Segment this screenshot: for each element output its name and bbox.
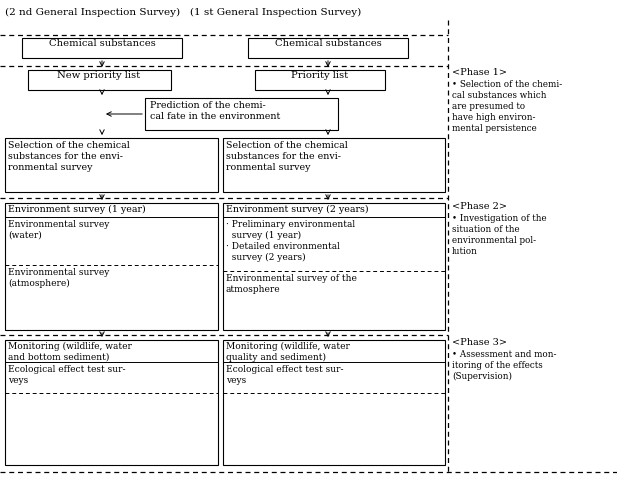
Text: · Detailed environmental: · Detailed environmental xyxy=(226,242,340,251)
Text: lution: lution xyxy=(452,247,478,256)
Text: Monitoring (wildlife, water: Monitoring (wildlife, water xyxy=(8,342,132,351)
Text: cal fate in the environment: cal fate in the environment xyxy=(150,112,280,121)
Text: (water): (water) xyxy=(8,231,42,240)
Text: Environment survey (2 years): Environment survey (2 years) xyxy=(226,205,368,214)
Text: Priority list: Priority list xyxy=(291,71,349,80)
Text: Ecological effect test sur-: Ecological effect test sur- xyxy=(226,365,344,374)
Text: Prediction of the chemi-: Prediction of the chemi- xyxy=(150,101,266,110)
Text: substances for the envi-: substances for the envi- xyxy=(226,152,341,161)
Bar xyxy=(223,138,445,192)
Text: veys: veys xyxy=(226,376,246,385)
Text: Chemical substances: Chemical substances xyxy=(275,39,381,48)
Bar xyxy=(5,340,218,465)
Bar xyxy=(145,98,338,130)
Text: (2 nd General Inspection Survey)   (1 st General Inspection Survey): (2 nd General Inspection Survey) (1 st G… xyxy=(5,8,361,17)
Text: quality and sediment): quality and sediment) xyxy=(226,353,326,362)
Text: (Supervision): (Supervision) xyxy=(452,372,512,381)
Text: Ecological effect test sur-: Ecological effect test sur- xyxy=(8,365,125,374)
Text: mental persistence: mental persistence xyxy=(452,124,537,133)
Text: cal substances which: cal substances which xyxy=(452,91,547,100)
Text: Selection of the chemical: Selection of the chemical xyxy=(8,141,130,150)
Text: Environmental survey of the: Environmental survey of the xyxy=(226,274,357,283)
Text: Chemical substances: Chemical substances xyxy=(49,39,155,48)
Text: survey (1 year): survey (1 year) xyxy=(226,231,301,240)
Bar xyxy=(223,203,445,330)
Text: Environmental survey: Environmental survey xyxy=(8,268,109,277)
Text: New priority list: New priority list xyxy=(57,71,141,80)
Text: (atmosphere): (atmosphere) xyxy=(8,279,70,288)
Text: have high environ-: have high environ- xyxy=(452,113,536,122)
Text: Monitoring (wildlife, water: Monitoring (wildlife, water xyxy=(226,342,350,351)
Text: Environmental survey: Environmental survey xyxy=(8,220,109,229)
Bar xyxy=(28,70,171,90)
Bar xyxy=(5,203,218,330)
Text: itoring of the effects: itoring of the effects xyxy=(452,361,543,370)
Text: environmental pol-: environmental pol- xyxy=(452,236,536,245)
Text: <Phase 3>: <Phase 3> xyxy=(452,338,507,347)
Text: Environment survey (1 year): Environment survey (1 year) xyxy=(8,205,146,214)
Bar xyxy=(223,340,445,465)
Text: situation of the: situation of the xyxy=(452,225,520,234)
Text: and bottom sediment): and bottom sediment) xyxy=(8,353,109,362)
Text: veys: veys xyxy=(8,376,28,385)
Text: Selection of the chemical: Selection of the chemical xyxy=(226,141,348,150)
Bar xyxy=(248,38,408,58)
Bar xyxy=(5,138,218,192)
Text: substances for the envi-: substances for the envi- xyxy=(8,152,123,161)
Text: • Investigation of the: • Investigation of the xyxy=(452,214,547,223)
Text: <Phase 1>: <Phase 1> xyxy=(452,68,507,77)
Text: · Preliminary environmental: · Preliminary environmental xyxy=(226,220,355,229)
Text: survey (2 years): survey (2 years) xyxy=(226,253,305,262)
Text: atmosphere: atmosphere xyxy=(226,285,281,294)
Text: • Assessment and mon-: • Assessment and mon- xyxy=(452,350,557,359)
Text: <Phase 2>: <Phase 2> xyxy=(452,202,507,211)
Bar xyxy=(22,38,182,58)
Text: ronmental survey: ronmental survey xyxy=(8,163,93,172)
Bar xyxy=(255,70,385,90)
Text: • Selection of the chemi-: • Selection of the chemi- xyxy=(452,80,562,89)
Text: ronmental survey: ronmental survey xyxy=(226,163,310,172)
Text: are presumed to: are presumed to xyxy=(452,102,525,111)
